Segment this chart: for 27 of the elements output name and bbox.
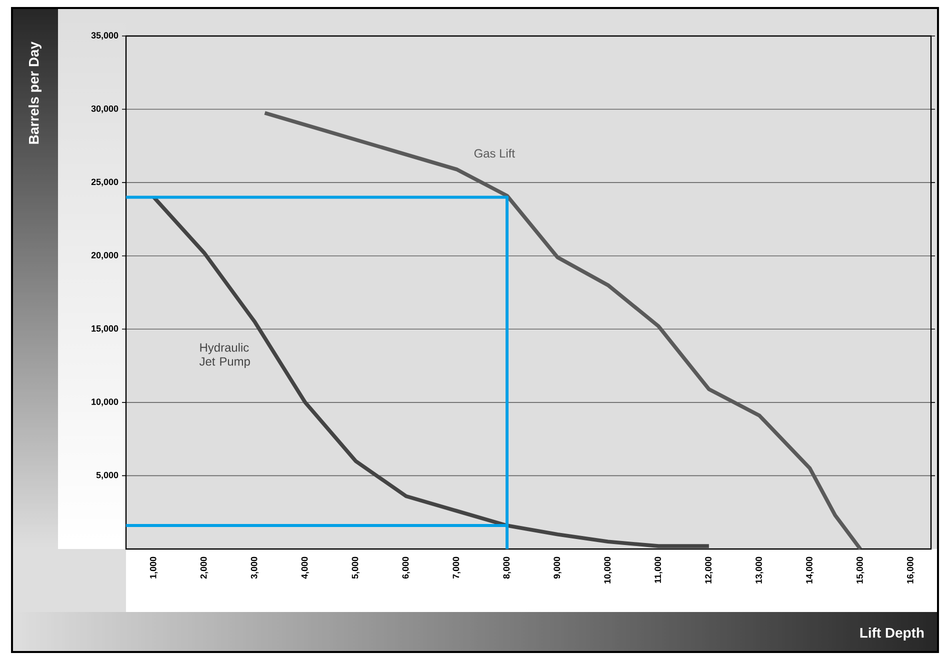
x-tick-label: 14,000: [806, 556, 814, 584]
x-tick-label: 8,000: [503, 556, 511, 579]
y-tick-label: 35,000: [91, 32, 118, 40]
x-tick-label: 11,000: [654, 556, 662, 583]
series-label: Gas Lift: [474, 148, 515, 158]
x-tick-label: 12,000: [705, 556, 713, 584]
x-tick-label: 15,000: [856, 556, 864, 584]
y-tick-label: 25,000: [91, 178, 118, 186]
x-tick-label: 5,000: [352, 556, 360, 579]
x-tick-label: 4,000: [301, 556, 310, 579]
x-tick-label: 9,000: [554, 556, 562, 579]
x-tick-label: 10,000: [604, 556, 612, 584]
y-tick-label: 15,000: [92, 325, 118, 333]
x-axis-title: Lift Depth: [860, 627, 924, 640]
x-tick-label: 1,000: [150, 556, 158, 578]
series-label: Hydraulic Jet Pump: [199, 342, 250, 368]
x-tick-label: 13,000: [756, 556, 764, 584]
y-tick-label: 10,000: [92, 398, 118, 406]
x-tick-label: 2,000: [200, 556, 208, 579]
x-tick-label: 7,000: [452, 556, 460, 579]
x-tick-label: 3,000: [250, 556, 259, 579]
y-axis-title: Barrels per Day: [28, 42, 42, 144]
y-tick-label: 30,000: [91, 105, 118, 114]
x-tick-label: 16,000: [906, 556, 915, 584]
y-tick-label: 5,000: [96, 472, 118, 480]
y-tick-label: 20,000: [91, 252, 118, 260]
x-tick-label: 6,000: [402, 556, 410, 579]
